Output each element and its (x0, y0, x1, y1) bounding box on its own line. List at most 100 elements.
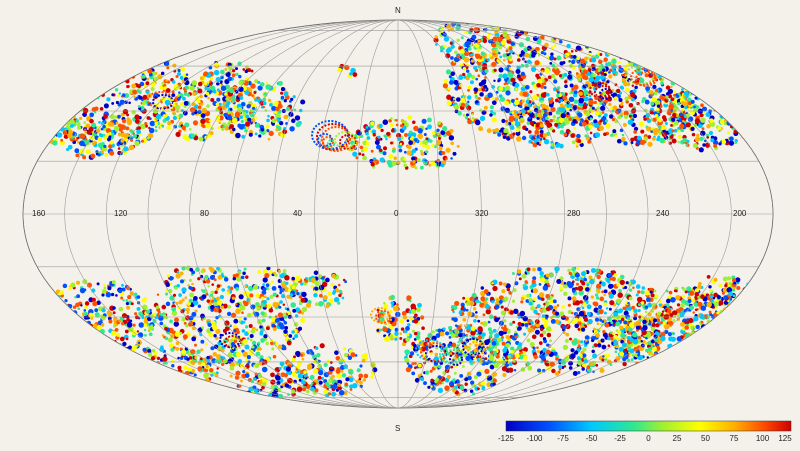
data-patch-dot (42, 299, 47, 303)
data-patch-dot (56, 302, 61, 307)
data-patch-dot (148, 127, 155, 134)
data-patch-dot (75, 119, 80, 123)
data-patch-dot (87, 355, 93, 361)
data-patch-dot (707, 351, 712, 356)
data-patch-dot (462, 317, 467, 322)
data-patch-dot (259, 330, 264, 334)
data-patch-dot (558, 74, 563, 78)
data-patch-dot (68, 326, 74, 331)
data-patch-dot (486, 58, 490, 62)
data-patch-dot (693, 85, 699, 91)
data-patch-dot (368, 129, 372, 133)
data-patch-dot (709, 346, 716, 353)
data-patch-dot (581, 74, 587, 80)
data-patch-dot (536, 141, 540, 145)
data-patch-dot (208, 119, 212, 123)
data-patch-dot (265, 84, 271, 90)
data-patch-dot (375, 138, 379, 141)
data-patch-dot (569, 92, 572, 95)
data-patch-dot (582, 84, 587, 89)
data-patch-dot (124, 329, 129, 334)
data-patch-dot (696, 93, 700, 97)
data-patch-dot (700, 117, 706, 123)
data-patch-dot (587, 319, 593, 324)
data-patch-dot (574, 272, 580, 278)
data-patch-dot (609, 47, 614, 52)
data-patch-dot (67, 335, 71, 339)
data-patch-dot (533, 297, 537, 301)
data-patch-dot (750, 109, 755, 114)
data-patch-dot (528, 322, 532, 326)
data-patch-dot (522, 112, 526, 117)
data-patch-dot (489, 113, 493, 117)
data-patch-dot (550, 106, 556, 113)
data-patch-dot (370, 162, 375, 167)
data-patch-dot (648, 360, 652, 364)
data-patch-dot (71, 324, 74, 327)
data-patch-dot (658, 303, 662, 307)
data-patch-dot (74, 148, 80, 154)
data-patch-dot (217, 126, 221, 130)
data-patch-dot (657, 311, 662, 316)
data-patch-dot (209, 267, 215, 273)
data-patch-dot (82, 354, 87, 359)
data-patch-dot (639, 121, 645, 127)
data-patch-dot (736, 304, 740, 308)
data-patch-dot (707, 346, 713, 352)
data-patch-dot (715, 333, 721, 339)
data-patch-dot (502, 356, 505, 360)
data-patch-dot (627, 306, 632, 311)
data-patch-dot (442, 83, 449, 89)
data-patch-dot (437, 121, 441, 125)
data-patch-dot (713, 140, 719, 146)
data-patch-dot (688, 349, 694, 354)
data-patch-dot (499, 129, 502, 133)
data-patch-dot (543, 82, 547, 86)
data-patch-dot (583, 102, 586, 105)
data-patch-dot (572, 118, 577, 124)
data-patch-dot (120, 112, 125, 117)
data-patch-dot (220, 69, 225, 75)
data-patch-dot (556, 278, 562, 285)
data-patch-dot (681, 82, 685, 85)
data-patch-dot (532, 142, 538, 148)
data-patch-dot (82, 354, 85, 358)
data-patch-dot (519, 53, 523, 58)
data-patch-dot (485, 94, 488, 98)
data-patch-dot (456, 38, 460, 43)
data-patch-dot (701, 352, 707, 357)
data-patch-dot (718, 142, 722, 146)
data-patch-dot (445, 157, 448, 161)
data-patch-dot (616, 330, 622, 335)
data-patch-dot (633, 126, 639, 132)
data-patch-dot (566, 104, 570, 108)
data-patch-dot (745, 127, 751, 133)
data-patch-dot (125, 337, 129, 341)
data-patch-dot (525, 99, 530, 104)
data-patch-dot (598, 114, 601, 118)
data-patch-dot (467, 88, 471, 92)
data-patch-dot (522, 355, 529, 361)
data-patch-dot (162, 379, 168, 385)
data-patch-dot (708, 130, 714, 136)
data-patch-dot (171, 306, 177, 312)
data-patch-dot (219, 83, 222, 87)
data-patch-dot (454, 109, 459, 114)
data-patch-dot (498, 86, 504, 91)
data-patch-dot (590, 268, 596, 273)
data-patch-dot (283, 91, 289, 97)
data-patch-dot (677, 102, 681, 106)
data-patch-dot (545, 92, 550, 97)
data-patch-dot (585, 111, 591, 117)
data-patch-dot (546, 282, 550, 286)
data-patch-dot (686, 343, 691, 348)
data-patch-dot (77, 334, 82, 339)
data-patch-dot (378, 148, 383, 153)
data-patch-dot (723, 111, 729, 117)
data-patch-dot (239, 96, 244, 100)
data-patch-dot (402, 125, 407, 131)
data-patch-dot (672, 314, 677, 319)
data-patch-dot (545, 273, 550, 278)
data-patch-dot (257, 85, 263, 91)
data-patch-dot (679, 68, 685, 74)
